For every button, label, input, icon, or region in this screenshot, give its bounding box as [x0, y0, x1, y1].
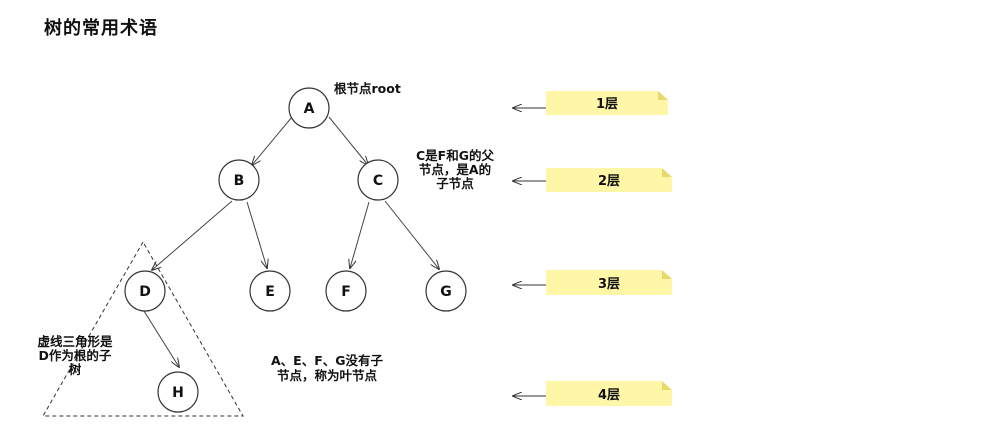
- node-c: C: [357, 159, 399, 201]
- leaf-annotation-line1: A、E、F、G没有子: [271, 353, 384, 368]
- svg-text:E: E: [265, 284, 275, 300]
- subtree-triangle: [42, 240, 244, 417]
- svg-text:C: C: [373, 173, 383, 189]
- parent-annotation-line3: 子节点: [436, 176, 474, 191]
- level-1-note: 1层: [546, 91, 668, 115]
- svg-text:F: F: [341, 284, 351, 300]
- edge-b-d: [152, 200, 233, 270]
- root-annotation: 根节点root: [334, 81, 401, 96]
- node-d: D: [124, 270, 166, 312]
- svg-text:H: H: [172, 385, 184, 401]
- level-4-marker: 4层: [513, 381, 672, 406]
- edge-c-f: [350, 201, 370, 268]
- svg-text:G: G: [440, 284, 452, 300]
- svg-text:D: D: [139, 284, 151, 300]
- parent-annotation-line1: C是F和G的父: [416, 148, 494, 163]
- level-2-marker: 2层: [513, 168, 672, 192]
- node-g: G: [425, 270, 467, 312]
- level-4-note: 4层: [546, 381, 672, 406]
- node-h: H: [157, 371, 199, 413]
- level-3-note: 3层: [546, 270, 672, 295]
- svg-text:B: B: [234, 173, 245, 189]
- parent-annotation-line2: 节点，是A的: [419, 162, 491, 177]
- edge-a-b: [252, 116, 293, 165]
- edge-b-e: [246, 201, 267, 268]
- level-4-label: 4层: [598, 388, 620, 403]
- subtree-annotation-line1: 虚线三角形是: [37, 334, 113, 349]
- level-1-marker: 1层: [513, 91, 668, 115]
- level-2-note: 2层: [546, 168, 672, 192]
- edge-d-h: [143, 310, 179, 367]
- node-f: F: [325, 270, 367, 312]
- level-2-label: 2层: [598, 174, 620, 189]
- level-3-label: 3层: [598, 277, 620, 292]
- level-1-label: 1层: [596, 97, 618, 112]
- page-title: 树的常用术语: [44, 18, 158, 39]
- leaf-annotation-line2: 节点，称为叶节点: [277, 368, 378, 383]
- svg-text:A: A: [304, 101, 315, 117]
- subtree-annotation-line3: 树: [69, 362, 82, 377]
- node-e: E: [249, 270, 291, 312]
- level-3-marker: 3层: [513, 270, 672, 295]
- edge-a-c: [328, 116, 368, 165]
- edge-c-g: [384, 200, 439, 269]
- node-b: B: [218, 159, 260, 201]
- subtree-annotation-line2: D作为根的子: [39, 348, 112, 363]
- node-a: A: [288, 87, 330, 129]
